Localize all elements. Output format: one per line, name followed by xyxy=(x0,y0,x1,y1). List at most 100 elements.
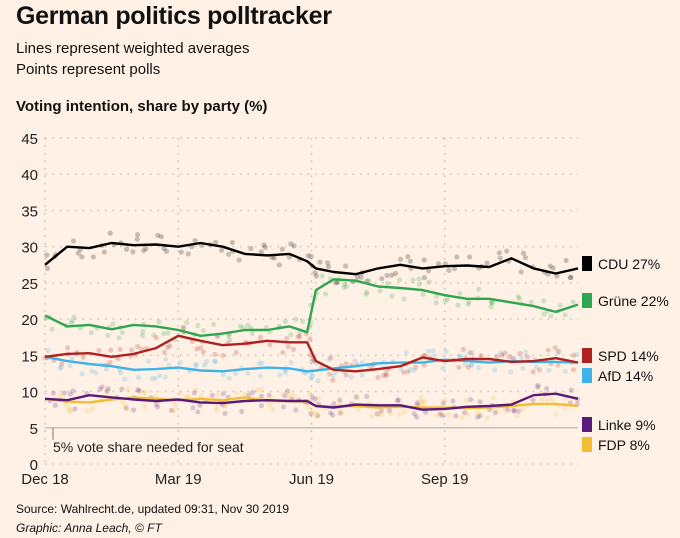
poll-point xyxy=(519,406,525,413)
poll-point xyxy=(462,361,468,367)
poll-point xyxy=(523,349,529,355)
poll-point xyxy=(293,407,299,413)
poll-point xyxy=(358,274,364,280)
poll-point xyxy=(520,250,527,256)
poll-point xyxy=(97,386,103,392)
poll-point xyxy=(103,366,109,372)
poll-point xyxy=(460,346,467,353)
series-line-spd xyxy=(44,334,579,373)
poll-point xyxy=(152,375,159,381)
poll-point xyxy=(504,248,510,254)
poll-point xyxy=(508,369,514,375)
subtitle-line-1: Lines represent weighted averages xyxy=(16,40,250,57)
poll-point xyxy=(465,301,471,307)
poll-point xyxy=(341,281,348,287)
poll-point xyxy=(315,378,321,384)
poll-point xyxy=(267,342,273,348)
poll-point xyxy=(544,397,551,403)
poll-point xyxy=(514,413,520,419)
poll-point xyxy=(261,242,267,248)
poll-point xyxy=(488,304,494,310)
poll-point xyxy=(326,371,333,377)
poll-point xyxy=(416,276,422,282)
chart-title: Voting intention, share by party (%) xyxy=(16,98,268,115)
poll-point xyxy=(277,372,283,378)
poll-point xyxy=(440,400,446,406)
poll-point xyxy=(110,321,116,327)
poll-point xyxy=(494,353,500,360)
poll-point xyxy=(397,411,403,417)
poll-point xyxy=(50,390,57,396)
series-line-cdu xyxy=(44,241,579,276)
poll-point xyxy=(68,408,74,415)
poll-point xyxy=(130,249,136,255)
poll-point xyxy=(494,408,500,414)
poll-point xyxy=(124,386,130,392)
poll-point xyxy=(105,385,111,392)
poll-point xyxy=(343,361,349,367)
poll-point xyxy=(451,265,458,272)
poll-point xyxy=(161,349,168,355)
poll-point xyxy=(75,250,81,256)
poll-point xyxy=(484,415,490,422)
poll-point xyxy=(143,245,149,252)
poll-point xyxy=(515,294,521,300)
poll-point xyxy=(307,391,313,397)
poll-point xyxy=(79,371,85,377)
poll-point xyxy=(70,238,77,244)
poll-point xyxy=(66,407,72,413)
poll-point xyxy=(139,333,146,339)
legend-swatch-linke xyxy=(582,417,592,432)
y-tick-label: 0 xyxy=(30,457,38,474)
poll-point xyxy=(520,365,526,371)
poll-point xyxy=(194,346,200,352)
legend: CDU 27% Grüne 22% SPD 14% AfD 14% Linke 9% FD… xyxy=(582,256,669,453)
poll-point xyxy=(467,254,473,260)
poll-point xyxy=(416,281,422,287)
poll-point xyxy=(141,390,148,396)
poll-point xyxy=(297,333,303,340)
poll-point xyxy=(516,295,522,302)
poll-point xyxy=(454,254,460,260)
legend-swatch-cdu xyxy=(582,256,592,271)
poll-point xyxy=(241,391,248,397)
poll-point xyxy=(421,399,427,405)
poll-point xyxy=(262,244,269,251)
poll-point xyxy=(490,395,496,401)
y-tick-label: 40 xyxy=(21,167,38,184)
poll-point xyxy=(93,370,99,376)
poll-point xyxy=(331,400,337,407)
poll-point xyxy=(156,319,162,325)
poll-point xyxy=(250,389,256,396)
poll-point xyxy=(308,375,314,381)
poll-point xyxy=(212,359,219,365)
poll-point xyxy=(377,288,383,294)
poll-point xyxy=(229,239,236,246)
poll-point xyxy=(161,330,167,337)
poll-point xyxy=(420,291,426,297)
poll-point xyxy=(518,269,524,275)
poll-point xyxy=(203,358,210,364)
poll-point xyxy=(238,408,245,415)
poll-point xyxy=(225,251,232,257)
poll-point xyxy=(548,313,554,319)
poll-point xyxy=(463,397,469,404)
poll-point xyxy=(201,362,208,368)
legend-label-fdp: FDP 8% xyxy=(598,437,650,453)
poll-point xyxy=(171,407,177,414)
poll-point xyxy=(468,396,474,403)
poll-point xyxy=(433,300,439,306)
poll-point xyxy=(330,377,336,383)
y-tick-label: 15 xyxy=(21,348,38,365)
poll-point xyxy=(236,257,242,263)
poll-point xyxy=(195,322,201,328)
poll-point xyxy=(135,231,141,238)
poll-point xyxy=(398,366,404,372)
poll-point xyxy=(256,361,262,367)
poll-point xyxy=(141,389,147,395)
poll-point xyxy=(369,413,375,419)
poll-point xyxy=(245,322,251,329)
poll-point xyxy=(285,343,291,350)
poll-point xyxy=(200,349,207,355)
poll-point xyxy=(258,387,264,393)
